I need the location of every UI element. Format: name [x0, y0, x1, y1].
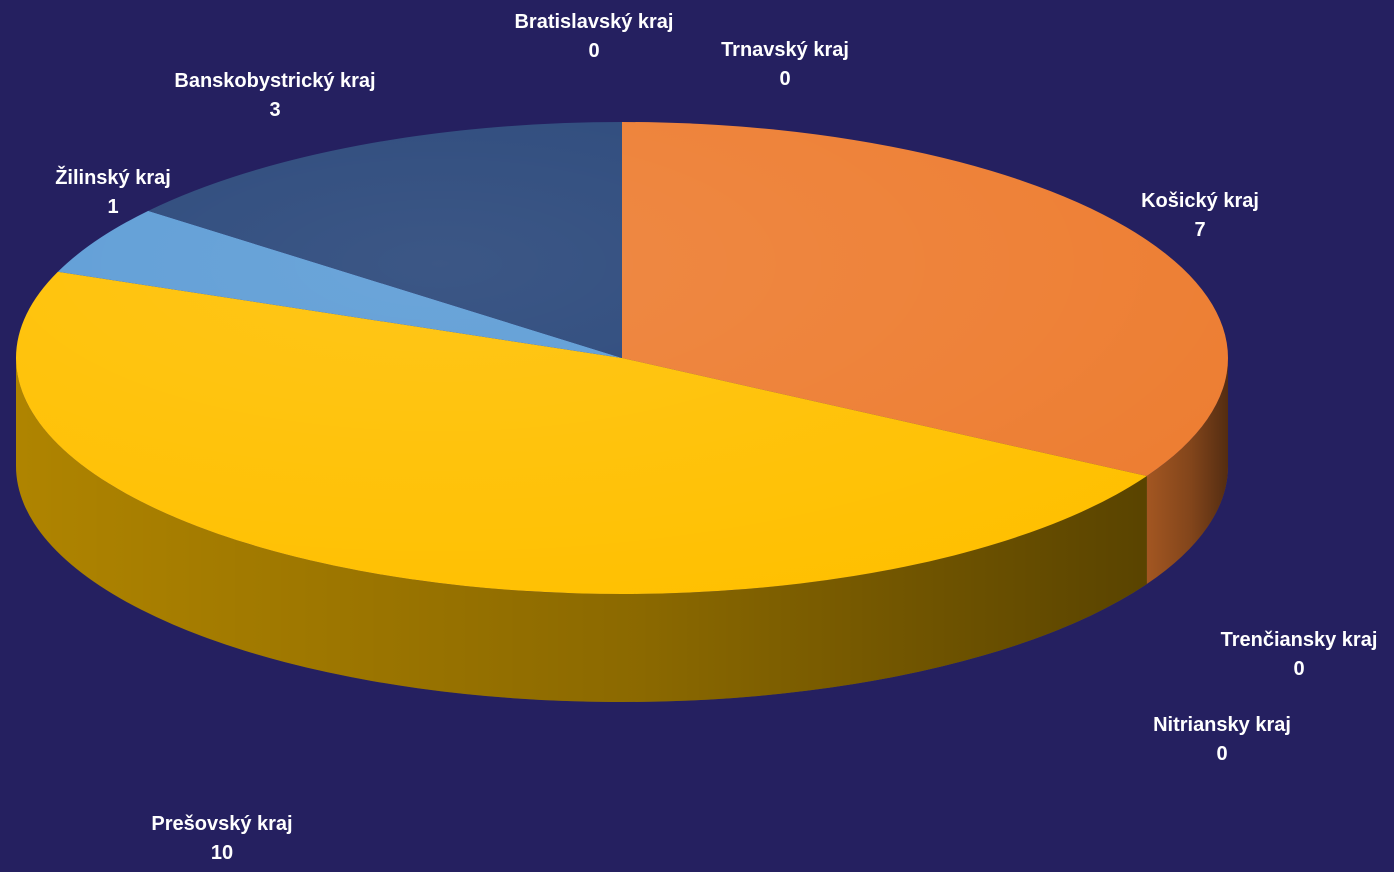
data-label-value--ilinsk-kraj: 1 — [107, 196, 118, 218]
data-label-value-ko-ick-kraj: 7 — [1194, 219, 1205, 241]
data-label-value-bratislavsk-kraj: 0 — [588, 40, 599, 62]
data-label-name-bratislavsk-kraj: Bratislavský kraj — [514, 11, 673, 33]
pie-side-shade-ko-ick-kraj — [1146, 358, 1228, 584]
data-label-name-nitriansky-kraj: Nitriansky kraj — [1153, 714, 1291, 736]
data-label-name-banskobystrick-kraj: Banskobystrický kraj — [174, 70, 375, 92]
data-label-value-trnavsk-kraj: 0 — [779, 68, 790, 90]
data-label-value-nitriansky-kraj: 0 — [1216, 743, 1227, 765]
data-label-name-ko-ick-kraj: Košický kraj — [1141, 190, 1259, 212]
data-label-value-banskobystrick-kraj: 3 — [269, 99, 280, 121]
data-label-name--ilinsk-kraj: Žilinský kraj — [55, 165, 171, 189]
pie-top-shine — [16, 122, 1228, 594]
data-label-name-tren-iansky-kraj: Trenčiansky kraj — [1221, 629, 1378, 651]
data-label-value-tren-iansky-kraj: 0 — [1293, 658, 1304, 680]
data-label-name-pre-ovsk-kraj: Prešovský kraj — [151, 813, 292, 835]
data-label-name-trnavsk-kraj: Trnavský kraj — [721, 39, 849, 61]
data-label-value-pre-ovsk-kraj: 10 — [211, 842, 233, 864]
pie-side-shade-pre-ovsk-kraj — [16, 358, 1147, 703]
